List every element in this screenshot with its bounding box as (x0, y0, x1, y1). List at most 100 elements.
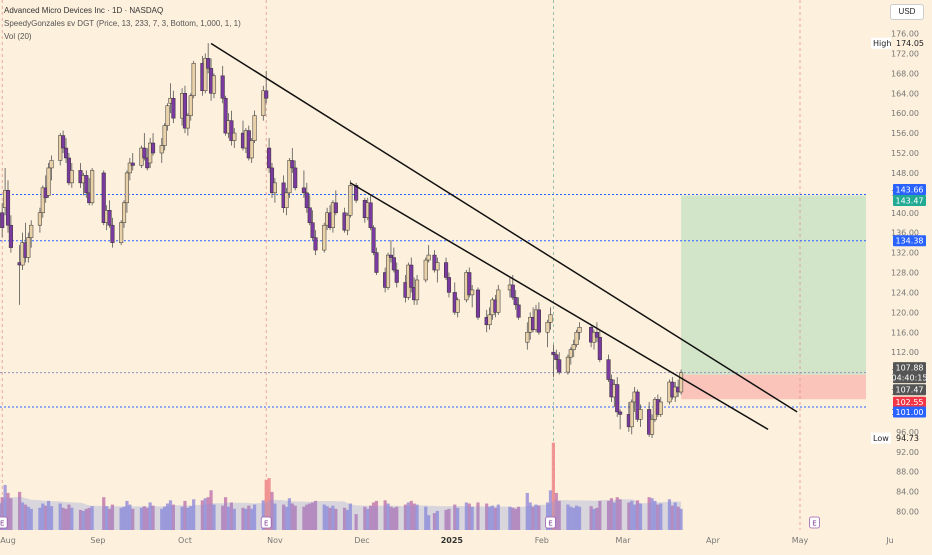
candle-body (182, 93, 188, 129)
volume-bar (531, 506, 535, 530)
volume-bar (403, 504, 408, 530)
volume-bar (615, 497, 619, 530)
candle-body (264, 90, 269, 99)
time-axis[interactable]: Aug Sep Oct Nov Dec 2025 Feb Mar Apr May Ju (0, 536, 893, 545)
time-tick-label: Apr (706, 536, 721, 545)
volume-bar (78, 509, 83, 530)
volume-bar (0, 497, 4, 530)
candle-body (211, 75, 217, 94)
volume-bar (305, 504, 309, 530)
volume-bar (308, 503, 312, 530)
volume-bar (122, 506, 126, 530)
volume-bar (612, 502, 616, 530)
time-tick-label: Sep (90, 536, 105, 545)
price-tick-label: 168.00 (891, 69, 919, 78)
volume-bar (67, 504, 71, 530)
candle-body (615, 384, 620, 413)
drawings[interactable] (210, 42, 798, 430)
candle-body (391, 257, 396, 271)
volume-bar (650, 498, 654, 530)
volume-bar (221, 505, 225, 530)
candle-body (368, 202, 373, 228)
volume-bar (206, 497, 210, 530)
extreme-label: Low (873, 434, 889, 443)
volume-bar (84, 508, 88, 530)
candle-body (162, 125, 167, 146)
indicator-label[interactable]: SpeedyGonzales ᴇᴠ DGT (Price, 13, 233, 7… (4, 19, 241, 28)
candle-body (127, 162, 132, 174)
time-tick-label: Nov (267, 536, 283, 545)
volume-bar (302, 506, 306, 530)
volume-bar (673, 502, 677, 530)
earnings-marker (260, 516, 272, 529)
volume-bar (203, 498, 207, 530)
risk-reward-position[interactable] (681, 195, 866, 400)
candle-body (69, 170, 74, 184)
candle-body (545, 322, 550, 333)
price-tick-label: 164.00 (891, 89, 919, 98)
price-tick-label: 176.00 (891, 30, 919, 39)
candle-body (313, 237, 318, 251)
price-tag-value: 134.38 (896, 237, 924, 246)
volume-bar (189, 506, 193, 530)
volume-bar (209, 490, 213, 530)
volume-bar (264, 479, 268, 530)
volume-bar (493, 507, 497, 530)
volume-bar (383, 500, 387, 530)
time-tick-label: Mar (615, 536, 631, 545)
candle-body (37, 212, 42, 226)
volume-bar (496, 504, 500, 530)
candle-body (565, 356, 570, 373)
candle-body (185, 115, 190, 129)
volume-bar (412, 503, 416, 530)
candle-body (554, 354, 559, 360)
volume-bar (516, 506, 521, 530)
price-tag-bg (893, 396, 926, 408)
volume-bar (464, 502, 468, 530)
volume-bar (270, 491, 274, 530)
symbol-title[interactable]: Advanced Micro Devices Inc · 1D · NASDAQ (4, 6, 164, 15)
price-tag-value: 102.55 (896, 398, 924, 407)
volume-bar (90, 506, 94, 530)
volume-bar (119, 507, 123, 530)
volume-bar (534, 504, 538, 530)
candle-body (649, 419, 655, 435)
candle-body (525, 332, 530, 343)
candle-body (388, 254, 393, 258)
extreme-label: High (873, 39, 891, 48)
price-tag-bg (893, 235, 926, 247)
volume-bar (102, 497, 106, 530)
chart-legend: Advanced Micro Devices Inc · 1D · NASDAQ… (4, 4, 241, 43)
candle-body (293, 167, 298, 189)
volume-bar (525, 492, 529, 530)
volume-bar (566, 504, 570, 530)
volume-bar (572, 507, 576, 530)
candle-body (46, 167, 51, 196)
candle-body (110, 224, 115, 243)
volume-bar (554, 492, 558, 530)
volume-bar (58, 503, 62, 530)
candle-body (188, 95, 193, 116)
price-axis[interactable]: 80.0084.0088.0092.0096.00100.00104.00108… (866, 0, 932, 550)
volume-bar (49, 506, 54, 530)
candle-body (159, 145, 164, 154)
candle-body (475, 289, 481, 318)
price-tick-label: 112.00 (891, 348, 919, 357)
candle-body (142, 147, 147, 159)
candle-body (536, 309, 541, 333)
price-tick-label: 160.00 (891, 109, 919, 118)
volume-bar (447, 508, 451, 530)
volume-bar (267, 478, 271, 530)
currency-button[interactable]: USD (890, 4, 924, 20)
volume-bar (212, 504, 216, 530)
candle-body (267, 147, 272, 169)
volume-bar (371, 502, 376, 530)
volume-label[interactable]: Vol (20) (4, 32, 32, 41)
price-tag-bg (893, 184, 926, 196)
candle-body (124, 172, 129, 204)
volume-bar (6, 492, 10, 530)
